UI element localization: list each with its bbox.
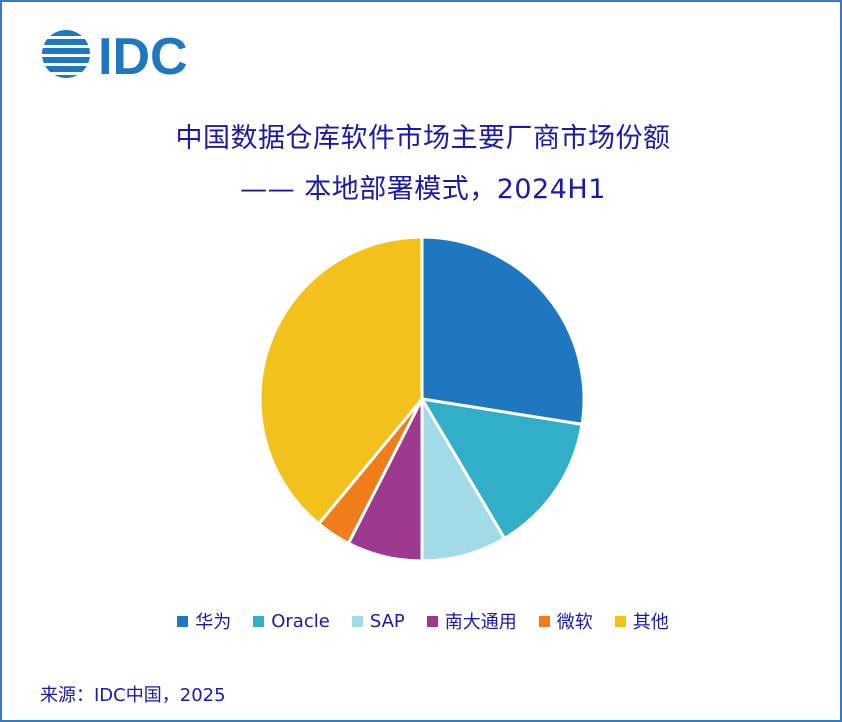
legend-swatch (253, 615, 265, 627)
pie-slice-2 (420, 397, 506, 563)
legend-swatch (351, 615, 363, 627)
legend-label: 华为 (195, 612, 232, 633)
pie-slice-0 (420, 235, 586, 426)
legend-item: Oracle (253, 608, 330, 634)
legend-swatch (538, 615, 550, 627)
legend-swatch (177, 615, 189, 627)
logo-text: IDC (98, 28, 188, 80)
idc-logo: IDC (42, 28, 188, 80)
legend-item: 南大通用 (426, 608, 517, 634)
legend-item: 华为 (177, 608, 231, 634)
legend-label: 南大通用 (444, 612, 517, 633)
pie-slice-1 (420, 397, 584, 540)
pie-chart (258, 235, 586, 563)
legend: 华为 Oracle SAP 南大通用 微软 其他 (2, 608, 842, 634)
source-note: 来源：IDC中国，2025 (40, 685, 226, 706)
legend-item: 其他 (614, 608, 669, 634)
legend-label: 微软 (556, 612, 593, 633)
chart-title-line1: 中国数据仓库软件市场主要厂商市场份额 (175, 123, 671, 154)
legend-label: SAP (369, 610, 405, 632)
chart-title-line2: —— 本地部署模式，2024H1 (240, 174, 606, 205)
legend-item: 微软 (538, 608, 593, 634)
legend-swatch (426, 615, 438, 627)
legend-label: 其他 (632, 612, 669, 633)
legend-swatch (614, 615, 626, 627)
pie-slice-5 (258, 235, 424, 526)
legend-label: Oracle (271, 610, 330, 632)
legend-item: SAP (351, 608, 405, 634)
